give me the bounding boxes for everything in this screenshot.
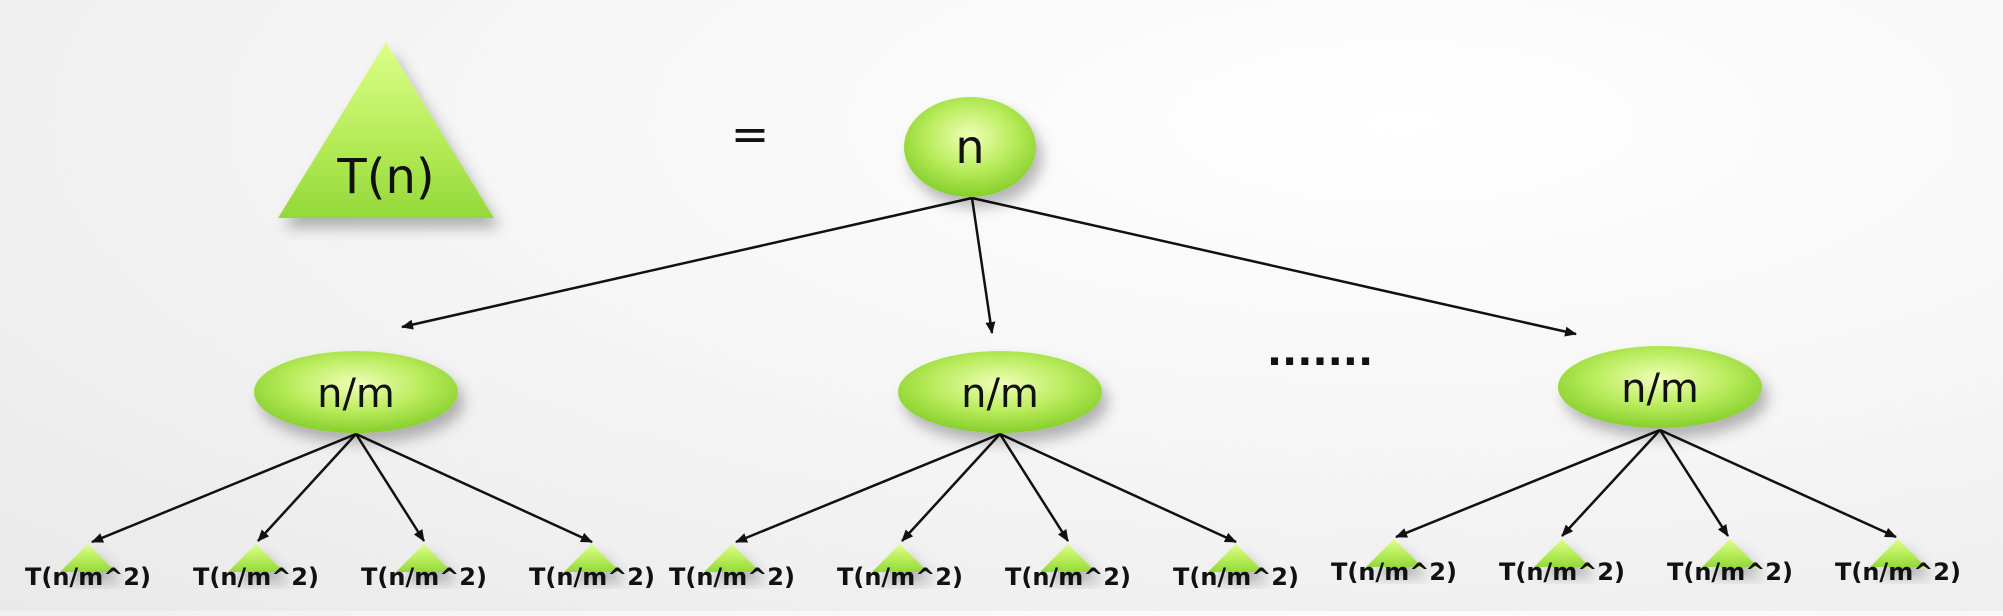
leaf-3-4-label: T(n/m^2) bbox=[1835, 558, 1961, 586]
leaf-3-1-triangle bbox=[1366, 539, 1422, 567]
leaf-2-1-label: T(n/m^2) bbox=[669, 563, 795, 591]
leaf-3-2-label: T(n/m^2) bbox=[1499, 558, 1625, 586]
leaf-1-3-triangle bbox=[396, 544, 452, 572]
child-node-2-shape bbox=[898, 351, 1102, 433]
leaf-2-2-label: T(n/m^2) bbox=[837, 563, 963, 591]
leaf-1-4-triangle bbox=[564, 544, 620, 572]
leaf-2-1-triangle bbox=[704, 544, 760, 572]
leaf-3-3-label: T(n/m^2) bbox=[1667, 558, 1793, 586]
edge-root-to-child-1 bbox=[401, 196, 973, 330]
child-node-2: n/m bbox=[898, 351, 1102, 433]
leaf-2-4-triangle bbox=[1208, 544, 1264, 572]
leaf-1-3-label: T(n/m^2) bbox=[361, 563, 487, 591]
edge-child-3-to-leaf-4 bbox=[1659, 428, 1897, 539]
edge-child-1-to-leaf-2 bbox=[257, 433, 357, 542]
leaf-2-4-label: T(n/m^2) bbox=[1173, 563, 1299, 591]
child-node-3: n/m bbox=[1558, 346, 1762, 428]
equals-sign: = bbox=[731, 107, 770, 161]
ellipsis-text: ....... bbox=[1267, 329, 1373, 375]
leaf-group-3: T(n/m^2) T(n/m^2) T(n/m^2) T(n/m^2) bbox=[1331, 539, 1961, 586]
tree-edges bbox=[91, 196, 1897, 544]
lhs-group: T(n) = bbox=[278, 42, 769, 218]
leaf-1-2-label: T(n/m^2) bbox=[193, 563, 319, 591]
leaf-group-2: T(n/m^2) T(n/m^2) T(n/m^2) T(n/m^2) bbox=[669, 544, 1299, 591]
child-node-1: n/m bbox=[254, 351, 458, 433]
lhs-triangle-shape bbox=[278, 42, 494, 218]
leaf-1-4-label: T(n/m^2) bbox=[529, 563, 655, 591]
leaf-3-3-triangle bbox=[1702, 539, 1758, 567]
leaf-1-2-triangle bbox=[228, 544, 284, 572]
leaf-2-2-triangle bbox=[872, 544, 928, 572]
edge-child-3-to-leaf-2 bbox=[1561, 429, 1661, 537]
edge-child-2-to-leaf-4 bbox=[999, 432, 1237, 544]
leaf-3-2-triangle bbox=[1534, 539, 1590, 567]
edge-child-3-to-leaf-1 bbox=[1395, 428, 1661, 539]
leaf-group-1: T(n/m^2) T(n/m^2) T(n/m^2) T(n/m^2) bbox=[25, 544, 655, 591]
root-node: n bbox=[904, 97, 1036, 197]
leaf-2-3-triangle bbox=[1040, 544, 1096, 572]
edge-child-1-to-leaf-3 bbox=[354, 433, 426, 542]
edge-root-to-child-3 bbox=[971, 196, 1577, 337]
leaf-1-1-label: T(n/m^2) bbox=[25, 563, 151, 591]
edge-child-2-to-leaf-1 bbox=[735, 432, 1001, 544]
edge-child-2-to-leaf-3 bbox=[998, 433, 1070, 542]
leaf-1-1-triangle bbox=[60, 544, 116, 572]
edge-child-3-to-leaf-3 bbox=[1658, 429, 1730, 537]
leaf-2-3-label: T(n/m^2) bbox=[1005, 563, 1131, 591]
leaf-3-4-triangle bbox=[1870, 539, 1926, 567]
lhs-triangle-label: T(n) bbox=[336, 149, 434, 205]
child-node-1-label: n/m bbox=[317, 371, 395, 417]
edge-child-1-to-leaf-1 bbox=[91, 432, 357, 544]
child-node-3-shape bbox=[1558, 346, 1762, 428]
leaf-3-1-label: T(n/m^2) bbox=[1331, 558, 1457, 586]
child-node-1-shape bbox=[254, 351, 458, 433]
edge-root-to-child-2 bbox=[970, 197, 996, 334]
child-node-3-label: n/m bbox=[1621, 366, 1699, 412]
root-node-shape bbox=[904, 97, 1036, 197]
child-node-2-label: n/m bbox=[961, 371, 1039, 417]
edge-child-1-to-leaf-4 bbox=[355, 432, 593, 544]
root-node-label: n bbox=[955, 120, 984, 174]
edge-child-2-to-leaf-2 bbox=[901, 433, 1001, 542]
